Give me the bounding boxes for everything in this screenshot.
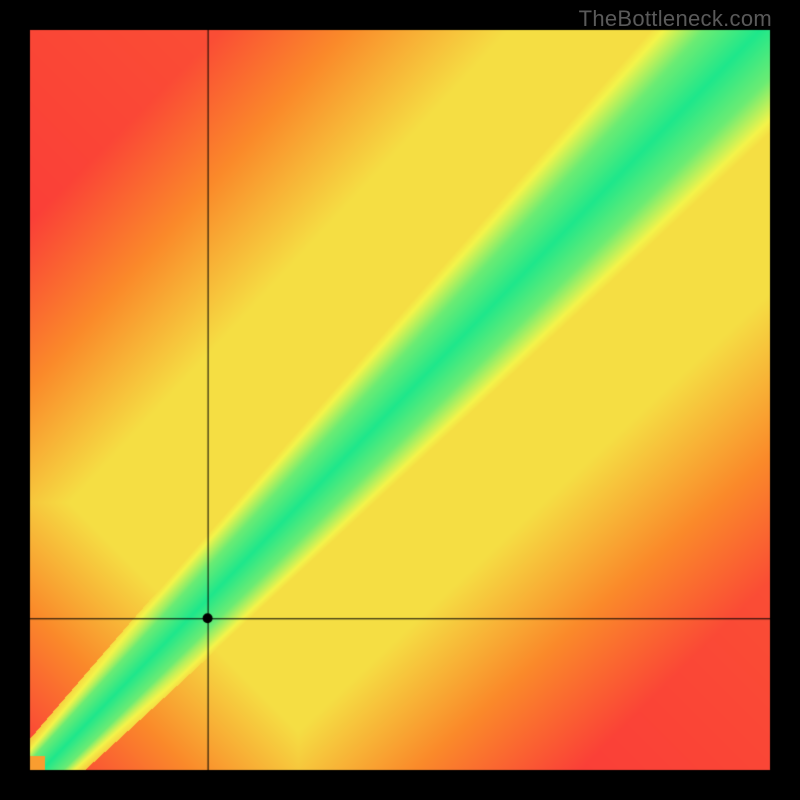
chart-container: TheBottleneck.com — [0, 0, 800, 800]
watermark-text: TheBottleneck.com — [579, 6, 772, 32]
bottleneck-heatmap — [0, 0, 800, 800]
